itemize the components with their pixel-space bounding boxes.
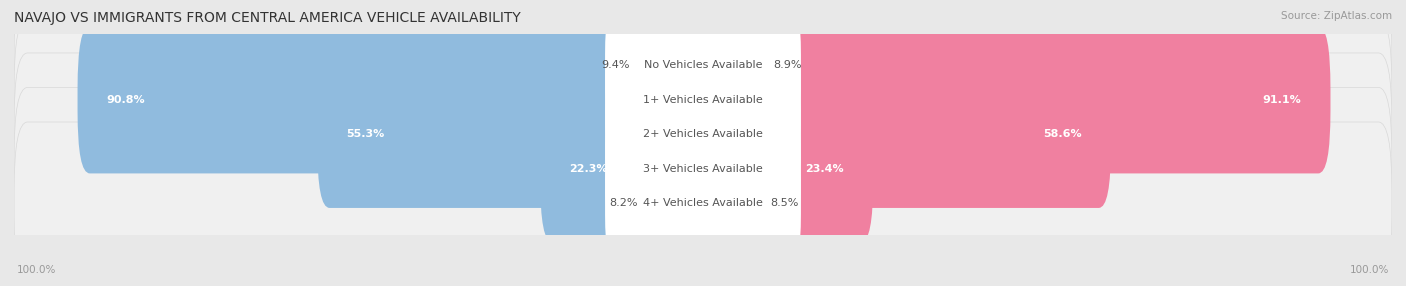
FancyBboxPatch shape bbox=[318, 61, 716, 208]
FancyBboxPatch shape bbox=[690, 0, 775, 139]
FancyBboxPatch shape bbox=[14, 53, 1392, 216]
FancyBboxPatch shape bbox=[14, 18, 1392, 181]
FancyBboxPatch shape bbox=[605, 106, 801, 232]
FancyBboxPatch shape bbox=[605, 2, 801, 128]
Text: 4+ Vehicles Available: 4+ Vehicles Available bbox=[643, 198, 763, 208]
Text: 100.0%: 100.0% bbox=[1350, 265, 1389, 275]
Text: 8.5%: 8.5% bbox=[770, 198, 799, 208]
Text: 55.3%: 55.3% bbox=[346, 130, 385, 139]
FancyBboxPatch shape bbox=[636, 130, 716, 277]
Text: 90.8%: 90.8% bbox=[107, 95, 145, 105]
Text: Source: ZipAtlas.com: Source: ZipAtlas.com bbox=[1281, 11, 1392, 21]
Text: No Vehicles Available: No Vehicles Available bbox=[644, 60, 762, 70]
FancyBboxPatch shape bbox=[14, 88, 1392, 251]
FancyBboxPatch shape bbox=[690, 96, 873, 243]
Text: 58.6%: 58.6% bbox=[1043, 130, 1083, 139]
Text: 22.3%: 22.3% bbox=[569, 164, 607, 174]
Text: 23.4%: 23.4% bbox=[806, 164, 844, 174]
FancyBboxPatch shape bbox=[14, 122, 1392, 285]
FancyBboxPatch shape bbox=[77, 26, 716, 173]
FancyBboxPatch shape bbox=[690, 26, 1330, 173]
Text: 8.9%: 8.9% bbox=[773, 60, 801, 70]
Text: 8.2%: 8.2% bbox=[609, 198, 637, 208]
FancyBboxPatch shape bbox=[605, 71, 801, 198]
Text: 91.1%: 91.1% bbox=[1263, 95, 1302, 105]
FancyBboxPatch shape bbox=[540, 96, 716, 243]
FancyBboxPatch shape bbox=[627, 0, 716, 139]
FancyBboxPatch shape bbox=[605, 140, 801, 267]
FancyBboxPatch shape bbox=[14, 0, 1392, 147]
Text: 9.4%: 9.4% bbox=[600, 60, 630, 70]
Text: 2+ Vehicles Available: 2+ Vehicles Available bbox=[643, 130, 763, 139]
FancyBboxPatch shape bbox=[605, 37, 801, 163]
Text: 100.0%: 100.0% bbox=[17, 265, 56, 275]
FancyBboxPatch shape bbox=[690, 130, 772, 277]
Text: 1+ Vehicles Available: 1+ Vehicles Available bbox=[643, 95, 763, 105]
Text: 3+ Vehicles Available: 3+ Vehicles Available bbox=[643, 164, 763, 174]
Text: NAVAJO VS IMMIGRANTS FROM CENTRAL AMERICA VEHICLE AVAILABILITY: NAVAJO VS IMMIGRANTS FROM CENTRAL AMERIC… bbox=[14, 11, 520, 25]
FancyBboxPatch shape bbox=[690, 61, 1111, 208]
